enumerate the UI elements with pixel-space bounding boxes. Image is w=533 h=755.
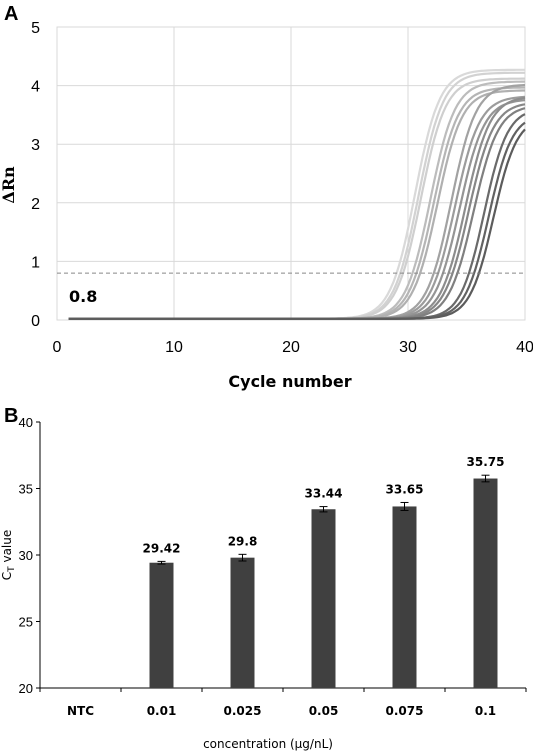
y-tick-label: 25: [19, 615, 33, 630]
data-label: 35.75: [467, 455, 505, 469]
panel-a-y-ticks: 0 1 2 3 4 5: [31, 20, 40, 330]
amplification-curve: [68, 103, 526, 320]
amplification-curve: [68, 113, 526, 320]
data-label: 33.44: [305, 487, 343, 501]
data-label: 29.8: [228, 534, 258, 548]
panel-a-x-ticks: 0 10 20 30 40: [53, 339, 533, 356]
bar: [473, 478, 498, 688]
panel-a-y-axis-title: ΔRn: [0, 166, 18, 204]
panel-b-y-axis-title: CT value: [0, 530, 17, 580]
panel-b-data-labels: 29.42 29.8 33.44 33.65 35.75: [143, 455, 505, 555]
bar: [149, 562, 174, 688]
x-tick-label: 0: [53, 339, 62, 356]
svg-text:ΔRn: ΔRn: [0, 166, 18, 204]
bar: [230, 557, 255, 688]
panel-b-y-ticks: 20 25 30 35 40: [19, 415, 40, 696]
panel-b-category-labels: NTC 0.01 0.025 0.05 0.075 0.1: [67, 704, 496, 718]
panel-a-x-axis-title: Cycle number: [228, 372, 351, 391]
amplification-curve: [68, 89, 525, 320]
y-tick-label: 40: [19, 415, 33, 430]
panel-b-x-axis-title: concentration (μg/nL): [203, 737, 333, 751]
ct-main: C: [0, 572, 14, 580]
amplification-curve: [68, 107, 526, 320]
y-tick-label: 20: [19, 681, 33, 696]
y-tick-label: 2: [31, 196, 40, 213]
data-label: 29.42: [143, 541, 181, 555]
amplification-curve: [68, 128, 526, 320]
y-tick-label: 3: [31, 137, 40, 154]
panel-a-label: A: [4, 3, 18, 25]
category-label: 0.01: [147, 704, 177, 718]
bar: [311, 509, 336, 688]
y-tick-label: 0: [31, 313, 40, 330]
panel-b-label: B: [4, 405, 18, 427]
x-tick-label: 20: [282, 339, 300, 356]
category-label: 0.025: [224, 704, 262, 718]
svg-text:CT value: CT value: [0, 530, 17, 580]
panel-b-axes: [39, 422, 527, 692]
x-tick-label: 30: [399, 339, 417, 356]
panel-a-amplification-curves: [68, 68, 526, 320]
panel-b-bars: [149, 478, 498, 688]
x-tick-label: 10: [165, 339, 183, 356]
panel-b-error-bars: [157, 474, 490, 565]
category-label: 0.075: [386, 704, 424, 718]
category-label: 0.1: [475, 704, 496, 718]
ct-rest: value: [0, 530, 14, 567]
y-tick-label: 5: [31, 20, 40, 37]
ct-subscript: T: [7, 566, 17, 573]
threshold-label: 0.8: [69, 287, 97, 306]
category-label: 0.05: [309, 704, 339, 718]
y-tick-label: 35: [19, 482, 33, 497]
y-tick-label: 30: [19, 548, 33, 563]
x-tick-label: 40: [516, 339, 533, 356]
category-label: NTC: [67, 704, 94, 718]
bar: [392, 506, 417, 688]
y-tick-label: 1: [31, 254, 40, 271]
panel-a-gridlines: [56, 26, 526, 321]
data-label: 33.65: [386, 482, 424, 496]
y-tick-label: 4: [31, 79, 40, 96]
